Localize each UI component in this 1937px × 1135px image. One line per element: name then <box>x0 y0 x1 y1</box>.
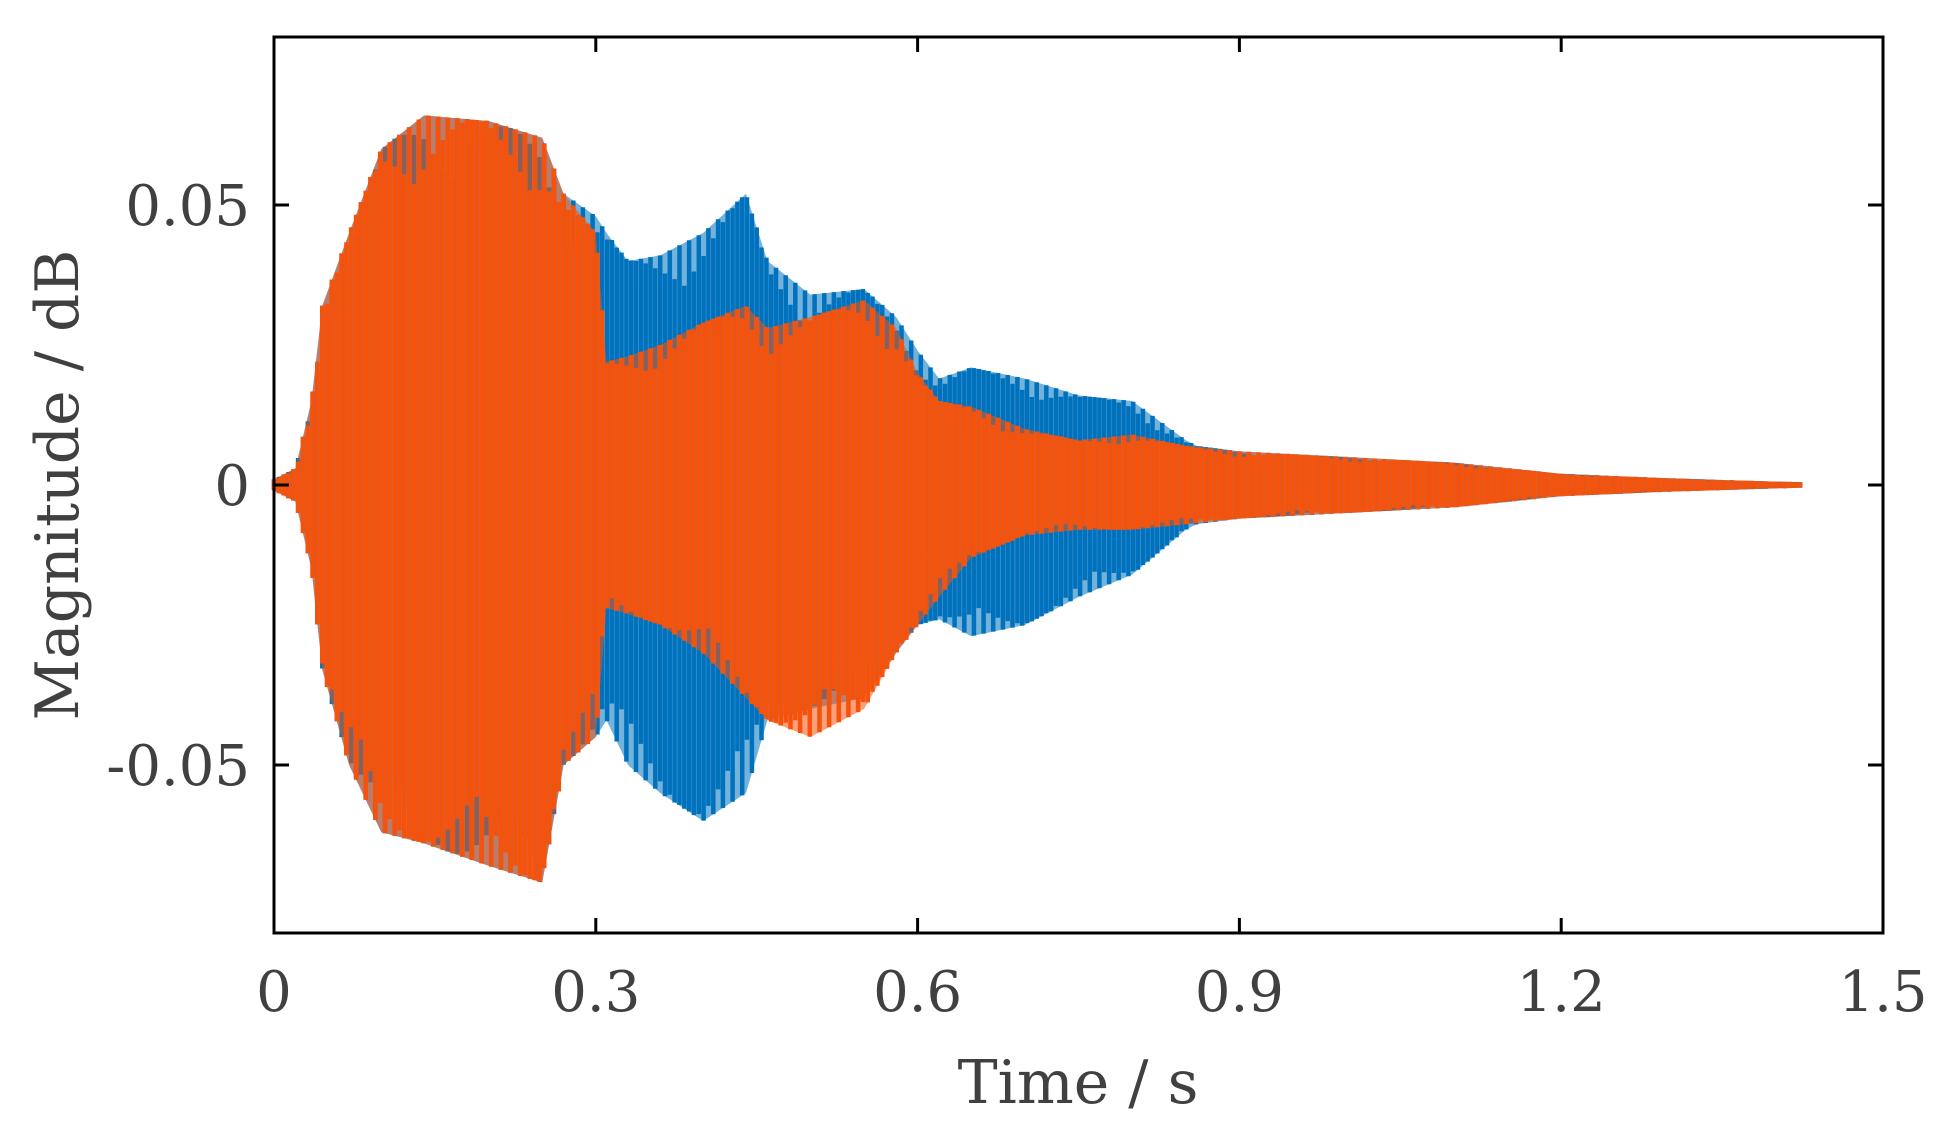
x-tick-label: 1.5 <box>1838 960 1927 1025</box>
x-tick-label: 0.6 <box>873 960 962 1025</box>
y-tick-label: -0.05 <box>106 734 250 799</box>
x-tick-label: 0 <box>256 960 292 1025</box>
y-tick-label: 0.05 <box>125 174 250 239</box>
x-tick-label: 0.9 <box>1195 960 1284 1025</box>
tick-layer: 0 0.3 0.6 0.9 1.2 1.5 -0.05 0 0.05 <box>106 37 1928 1025</box>
series-layer <box>271 115 1803 883</box>
x-axis-title: Time / s <box>958 1048 1199 1118</box>
series-2-waveform <box>271 115 1802 882</box>
x-tick-label: 1.2 <box>1517 960 1606 1025</box>
x-tick-label: 0.3 <box>551 960 640 1025</box>
y-axis-title: Magnitude / dB <box>23 250 93 721</box>
y-tick-label: 0 <box>214 454 250 519</box>
